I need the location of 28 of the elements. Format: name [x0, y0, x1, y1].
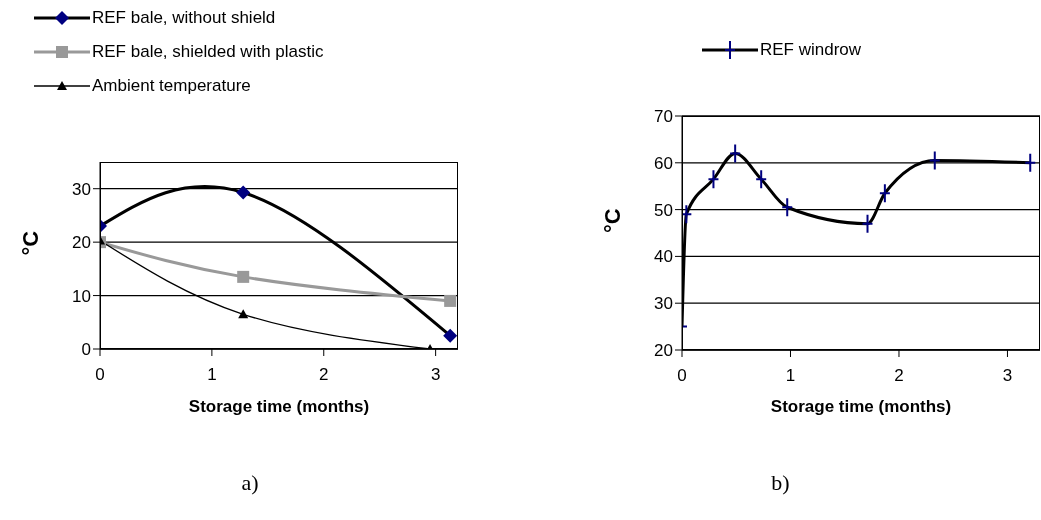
- x-tick-label: 0: [95, 365, 105, 385]
- x-tick-label: 1: [207, 365, 217, 385]
- y-tick-label: 10: [72, 286, 91, 306]
- y-tick-label: 30: [654, 294, 673, 314]
- y-axis-title: °C: [17, 230, 43, 256]
- x-tick-label: 1: [785, 366, 796, 386]
- x-tick-label: 3: [430, 365, 441, 385]
- y-tick-label: 20: [72, 233, 91, 253]
- legend-label: REF bale, shielded with plastic: [92, 42, 324, 62]
- x-tick-label: 2: [319, 365, 329, 385]
- legend-label: Ambient temperature: [92, 76, 251, 96]
- x-tick-label: 0: [677, 366, 687, 386]
- x-axis-title: Storage time (months): [770, 397, 952, 416]
- y-tick-label: 70: [654, 107, 673, 127]
- x-tick-label: 3: [1002, 366, 1013, 386]
- y-tick-label: 0: [81, 340, 91, 360]
- legend-label: REF bale, without shield: [92, 8, 276, 28]
- text: b): [770, 470, 791, 496]
- y-tick-label: 40: [654, 247, 673, 267]
- x-axis-title: Storage time (months): [188, 397, 370, 416]
- y-tick-label: 30: [72, 179, 91, 199]
- y-tick-label: 60: [654, 153, 673, 173]
- text: a): [240, 470, 260, 496]
- y-tick-label: 20: [654, 341, 673, 361]
- y-tick-label: 50: [654, 200, 673, 220]
- x-tick-label: 2: [894, 366, 904, 386]
- y-axis-title: °C: [599, 208, 625, 233]
- legend-label: REF windrow: [759, 40, 862, 60]
